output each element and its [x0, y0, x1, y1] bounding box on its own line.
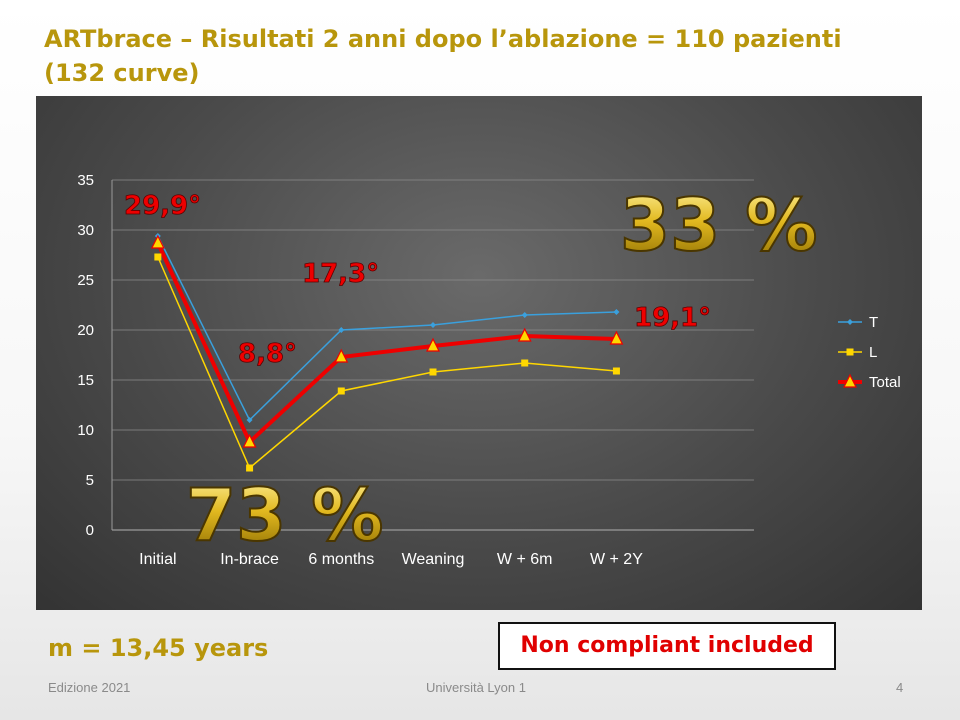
annotation-six-month-value: 17,3°: [302, 259, 379, 289]
series-line: [157, 235, 617, 422]
data-point: [521, 359, 529, 367]
x-tick-label: Weaning: [402, 551, 465, 568]
y-tick-label: 20: [77, 322, 94, 339]
y-tick-label: 10: [77, 422, 94, 439]
legend-marker: [843, 373, 857, 388]
data-point: [334, 348, 349, 363]
data-point: [612, 367, 620, 375]
footer-edition: Edizione 2021: [48, 680, 131, 695]
data-point: [521, 312, 528, 318]
data-point: [338, 327, 345, 333]
y-tick-label: 35: [77, 172, 94, 189]
x-tick-label: Initial: [139, 551, 176, 568]
x-tick-label: W + 6m: [497, 551, 553, 568]
annotation-big-pct-bottom: 73 %: [186, 473, 383, 557]
data-point: [337, 387, 345, 395]
y-tick-label: 5: [86, 472, 94, 489]
annotation-final-value: 19,1°: [634, 303, 711, 333]
y-tick-label: 25: [77, 272, 94, 289]
data-point: [246, 464, 254, 472]
data-point: [154, 253, 162, 261]
footer-page-number: 4: [896, 680, 904, 695]
data-point: [430, 322, 436, 328]
title-line-2: (132 curve): [44, 59, 200, 87]
legend-marker: [846, 348, 854, 356]
x-tick-label: W + 2Y: [590, 551, 643, 568]
legend-label: T: [869, 314, 878, 331]
annotation-brace-value: 8,8°: [238, 339, 297, 369]
data-point: [517, 327, 532, 342]
data-point: [426, 337, 440, 352]
y-tick-label: 15: [77, 372, 94, 389]
title-line-1: ARTbrace – Risultati 2 anni dopo l’ablaz…: [44, 25, 842, 53]
data-point: [246, 417, 253, 423]
series-line: [157, 256, 617, 470]
data-point: [613, 309, 620, 315]
non-compliant-notice: Non compliant included: [498, 622, 836, 670]
annotation-initial-value: 29,9°: [124, 191, 201, 221]
footer-university: Università Lyon 1: [426, 680, 526, 695]
x-tick-label: In-brace: [220, 551, 279, 568]
data-point: [150, 234, 165, 249]
chart-area: [36, 96, 922, 610]
series-line: [156, 242, 617, 446]
data-point: [609, 330, 624, 345]
legend-marker: [847, 319, 853, 325]
y-tick-label: 30: [77, 222, 94, 239]
x-tick-label: 6 months: [308, 551, 374, 568]
data-point: [242, 433, 257, 448]
mean-age-note: m = 13,45 years: [48, 634, 269, 662]
legend-label: Total: [869, 374, 901, 391]
legend-label: L: [869, 344, 877, 361]
slide-title: ARTbrace – Risultati 2 anni dopo l’ablaz…: [44, 22, 924, 90]
data-point: [429, 368, 437, 376]
y-tick-label: 0: [86, 522, 94, 539]
annotation-big-pct-top: 33 %: [620, 183, 817, 267]
